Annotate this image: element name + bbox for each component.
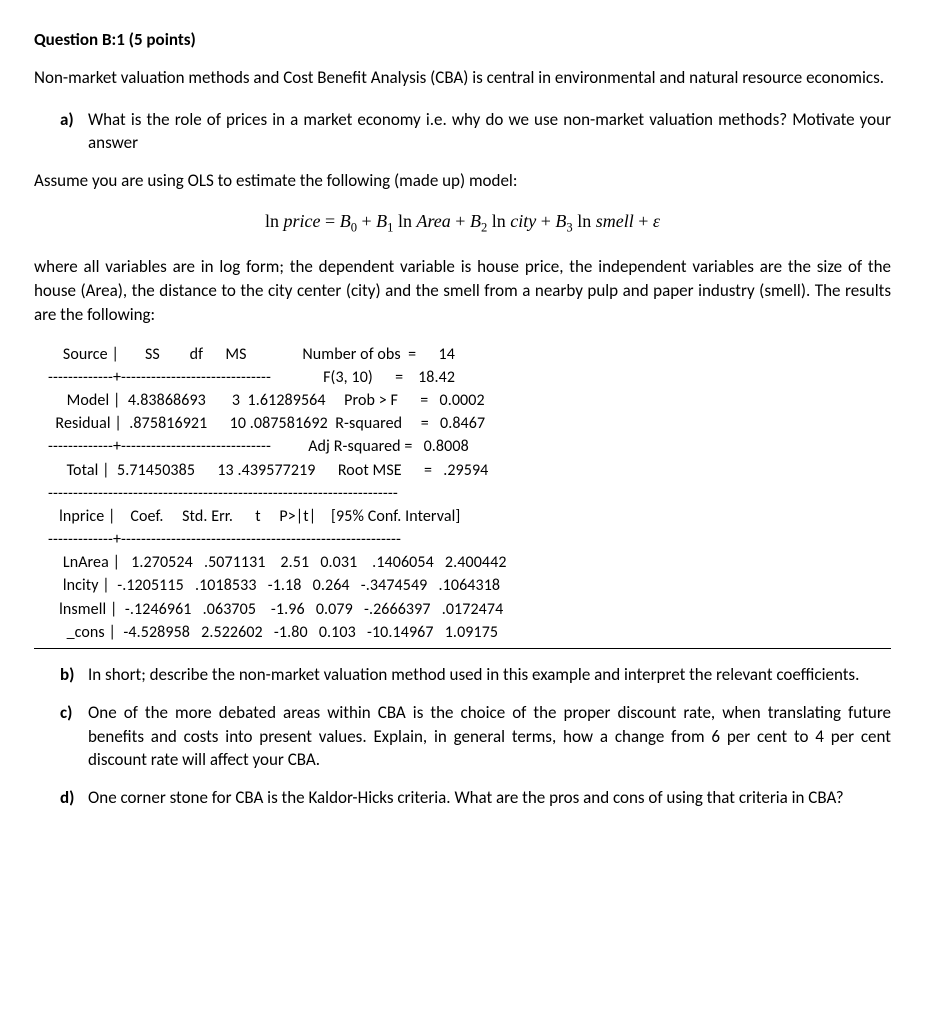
part-b-body: In short; describe the non-market valuat… [88,663,891,687]
stata-row-city: lncity | -.1205115 .1018533 -1.18 0.264 … [48,576,500,595]
part-c-letter: c) [60,701,88,772]
eq-equals: = [321,211,340,231]
eq-ln3: ln [573,211,596,231]
eq-ln: ln [265,211,284,231]
table-bottom-rule [34,648,891,649]
part-d: d) One corner stone for CBA is the Kaldo… [60,786,891,810]
eq-v3: smell [596,211,634,231]
stata-hdr-left: Source | SS df MS [48,345,247,364]
eq-b2: B [470,211,481,231]
part-c: c) One of the more debated areas within … [60,701,891,772]
stata-row-area: LnArea | 1.270524 .5071131 2.51 0.031 .1… [48,553,507,572]
eq-v1: Area [416,211,450,231]
stata-probf: Prob > F = 0.0002 [344,391,485,410]
stata-resid-row: Residual | .875816921 10 .087581692 [48,414,328,433]
eq-b1: B [376,211,387,231]
stata-total-row: Total | 5.71450385 13 .439577219 [48,461,316,480]
stata-coef-hdr: lnprice | Coef. Std. Err. t P>|t| [95% C… [48,507,460,526]
part-a-letter: a) [60,108,88,156]
part-a-body: What is the role of prices in a market e… [88,108,891,156]
model-equation: ln price = B0 + B1 ln Area + B2 ln city … [34,209,891,237]
stata-sep1: -------------+--------------------------… [48,368,271,387]
part-c-body: One of the more debated areas within CBA… [88,701,891,772]
eq-price: price [284,211,321,231]
eq-ln2: ln [487,211,510,231]
part-b: b) In short; describe the non-market val… [60,663,891,687]
stata-nobs: Number of obs = 14 [302,345,455,364]
assume-text: Assume you are using OLS to estimate the… [34,169,891,193]
stata-r2: R-squared = 0.8467 [335,414,485,433]
part-b-letter: b) [60,663,88,687]
eq-plus3: + [536,211,555,231]
eq-b3: B [555,211,566,231]
stata-sep3: -------------+--------------------------… [48,530,401,549]
stata-row-cons: _cons | -4.528958 2.522602 -1.80 0.103 -… [48,623,498,642]
eq-pluseps: + [634,211,653,231]
stata-rmse: Root MSE = .29594 [338,461,489,480]
stata-longsep: ----------------------------------------… [48,484,398,503]
stata-output: Source | SS df MS Number of obs = 14 ---… [48,343,891,644]
intro-text: Non-market valuation methods and Cost Be… [34,66,891,90]
where-text: where all variables are in log form; the… [34,255,891,326]
eq-plus2: + [451,211,470,231]
eq-b0: B [340,211,351,231]
stata-f: F(3, 10) = 18.42 [323,368,455,387]
stata-sep2: -------------+--------------------------… [48,437,271,456]
stata-row-smell: lnsmell | -.1246961 .063705 -1.96 0.079 … [48,600,503,619]
part-d-letter: d) [60,786,88,810]
part-d-body: One corner stone for CBA is the Kaldor-H… [88,786,891,810]
question-title: Question B:1 (5 points) [34,28,891,52]
part-a: a) What is the role of prices in a marke… [60,108,891,156]
eq-eps: ε [653,211,660,231]
eq-plus1: + [357,211,376,231]
eq-ln1: ln [393,211,416,231]
stata-adjr2: Adj R-squared = 0.8008 [308,437,469,456]
eq-v2: city [510,211,536,231]
stata-model-row: Model | 4.83868693 3 1.61289564 [48,391,326,410]
